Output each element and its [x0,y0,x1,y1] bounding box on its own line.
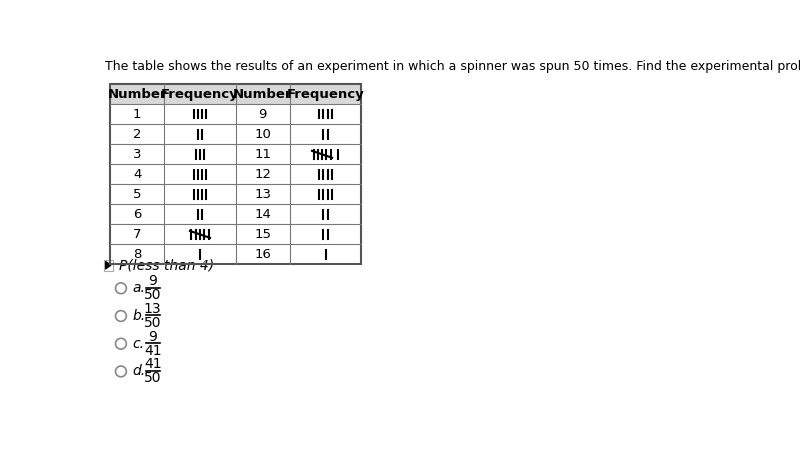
Text: b.: b. [133,309,146,323]
Text: P(less than 4): P(less than 4) [118,258,214,272]
Text: 4: 4 [133,168,142,181]
Text: a.: a. [133,281,146,295]
Text: 11: 11 [254,148,271,161]
Text: Number: Number [107,88,167,101]
Text: The table shows the results of an experiment in which a spinner was spun 50 time: The table shows the results of an experi… [106,60,800,72]
Text: 15: 15 [254,228,271,241]
Text: Frequency: Frequency [161,88,239,101]
Bar [110,84,361,264]
Text: Number: Number [233,88,293,101]
Text: 9: 9 [148,330,157,344]
Text: c.: c. [133,337,145,351]
Text: 2: 2 [133,128,142,141]
Text: 13: 13 [254,188,271,201]
Text: 16: 16 [254,248,271,261]
Text: 10: 10 [254,128,271,141]
Polygon shape [106,262,111,269]
Text: 1: 1 [133,108,142,121]
Text: 41: 41 [144,344,162,358]
Text: 41: 41 [144,358,162,371]
Text: 6: 6 [133,208,142,221]
Text: 50: 50 [144,316,162,330]
Text: 5: 5 [133,188,142,201]
Text: 14: 14 [254,208,271,221]
Text: 13: 13 [144,302,162,316]
Text: d.: d. [133,365,146,378]
Text: 12: 12 [254,168,271,181]
Bar [110,84,361,104]
Text: 50: 50 [144,288,162,302]
Text: Frequency: Frequency [286,88,364,101]
Text: 50: 50 [144,371,162,385]
Text: 3: 3 [133,148,142,161]
Bar [104,260,113,271]
Text: 7: 7 [133,228,142,241]
Text: 9: 9 [148,274,157,289]
Text: 9: 9 [258,108,267,121]
Text: 8: 8 [133,248,142,261]
